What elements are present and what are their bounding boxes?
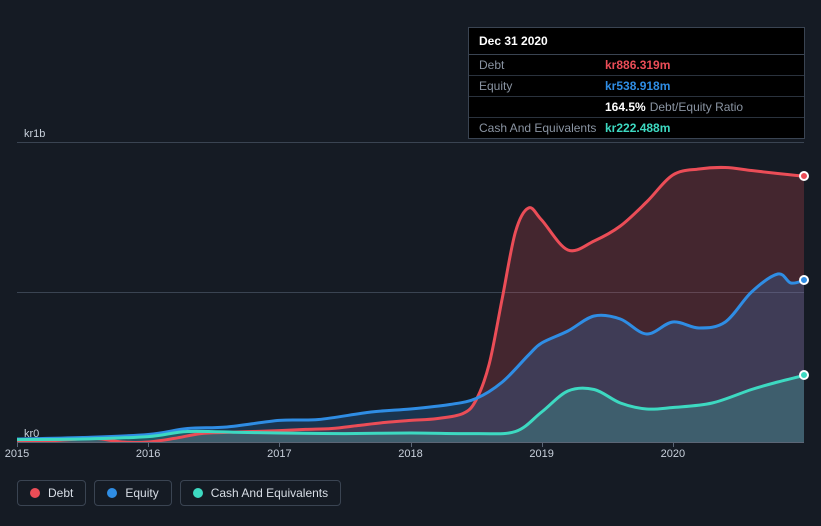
y-axis-label: kr1b [24, 128, 45, 140]
series-marker [799, 275, 809, 285]
x-axis-label: 2018 [398, 448, 422, 460]
x-axis-label: 2017 [267, 448, 291, 460]
legend-label: Debt [48, 486, 73, 500]
tooltip-label: Equity [479, 79, 605, 93]
chart-tooltip: Dec 31 2020 Debtkr886.319mEquitykr538.91… [468, 27, 805, 139]
tooltip-row: Debtkr886.319m [469, 55, 804, 76]
x-tick [17, 442, 18, 447]
tooltip-row: Cash And Equivalentskr222.488m [469, 118, 804, 138]
legend-dot-icon [193, 488, 203, 498]
tooltip-value: kr222.488m [605, 121, 794, 135]
x-axis-label: 2015 [5, 448, 29, 460]
tooltip-label: Debt [479, 58, 605, 72]
x-tick [542, 442, 543, 447]
series-marker [799, 171, 809, 181]
legend-label: Equity [125, 486, 158, 500]
legend-dot-icon [107, 488, 117, 498]
legend-item[interactable]: Equity [94, 480, 171, 506]
x-tick [279, 442, 280, 447]
chart-plot [17, 142, 804, 442]
tooltip-row: Equitykr538.918m [469, 76, 804, 97]
legend-label: Cash And Equivalents [211, 486, 328, 500]
tooltip-value: 164.5%Debt/Equity Ratio [605, 100, 794, 114]
legend-dot-icon [30, 488, 40, 498]
x-axis-label: 2019 [529, 448, 553, 460]
series-marker [799, 370, 809, 380]
tooltip-sub: Debt/Equity Ratio [650, 100, 743, 114]
tooltip-value: kr886.319m [605, 58, 794, 72]
x-tick [148, 442, 149, 447]
tooltip-label: Cash And Equivalents [479, 121, 605, 135]
legend-item[interactable]: Debt [17, 480, 86, 506]
legend: Debt Equity Cash And Equivalents [17, 480, 341, 506]
tooltip-value: kr538.918m [605, 79, 794, 93]
x-tick [411, 442, 412, 447]
x-axis-label: 2020 [661, 448, 685, 460]
x-tick [673, 442, 674, 447]
legend-item[interactable]: Cash And Equivalents [180, 480, 341, 506]
x-axis-label: 2016 [136, 448, 160, 460]
tooltip-label [479, 100, 605, 114]
tooltip-row: 164.5%Debt/Equity Ratio [469, 97, 804, 118]
tooltip-date: Dec 31 2020 [469, 28, 804, 55]
